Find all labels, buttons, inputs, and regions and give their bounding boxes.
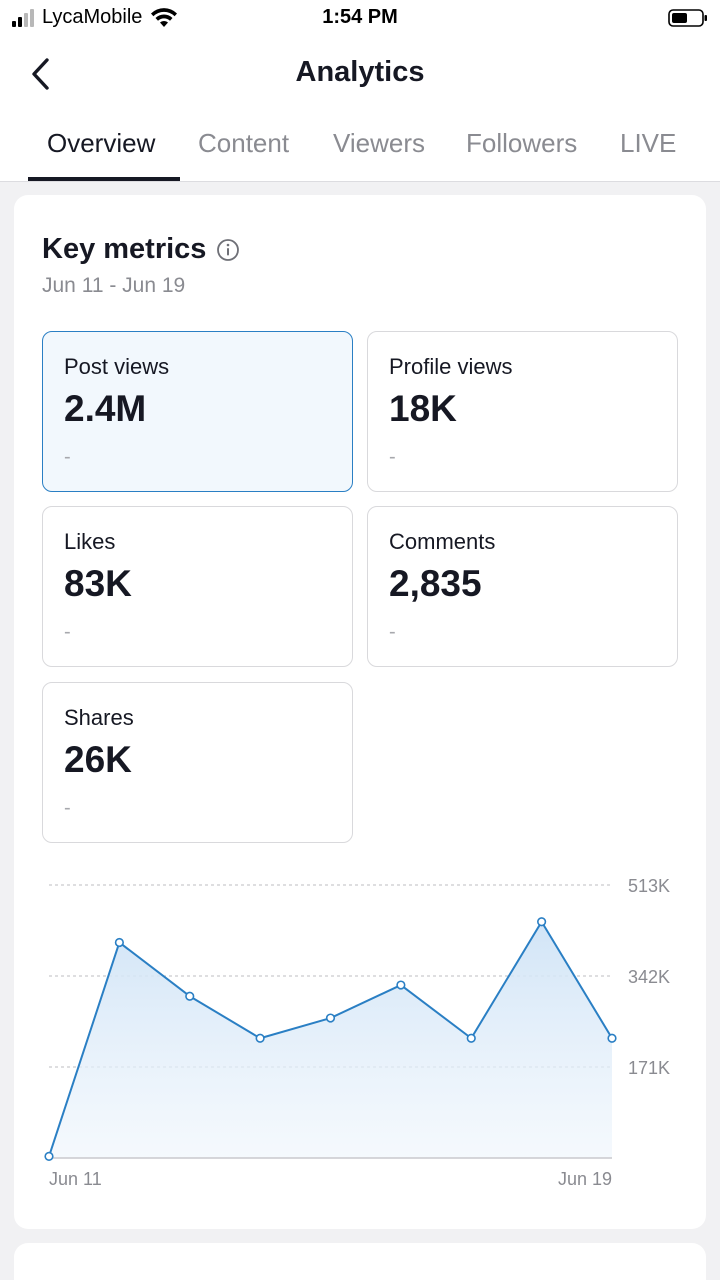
signal-icon: [12, 8, 34, 27]
data-point: [396, 980, 406, 990]
tab-followers[interactable]: Followers: [466, 128, 578, 158]
tab-content[interactable]: Content: [198, 128, 290, 158]
wifi-icon: [151, 7, 178, 27]
metric-value: 2.4M: [64, 388, 147, 429]
active-tab-indicator: [28, 177, 180, 181]
data-point: [44, 1151, 54, 1162]
back-button[interactable]: [20, 52, 60, 96]
carrier-name: LycaMobile: [42, 6, 143, 28]
tab-live[interactable]: LIVE: [620, 128, 677, 158]
data-point: [607, 1033, 617, 1043]
metric-value: 2,835: [389, 563, 482, 604]
y-tick-label: 342K: [628, 967, 670, 987]
metric-change: -: [64, 621, 71, 643]
data-point: [537, 917, 547, 927]
metric-change: -: [64, 446, 71, 468]
next-card: [14, 1243, 706, 1280]
metric-card-likes[interactable]: Likes 83K -: [42, 506, 353, 667]
metric-value: 83K: [64, 563, 132, 604]
clock: 1:54 PM: [322, 6, 398, 28]
chevron-left-icon: [32, 58, 49, 90]
data-point: [255, 1033, 265, 1043]
metric-change: -: [389, 621, 396, 643]
info-icon[interactable]: [216, 238, 240, 262]
metric-label: Profile views: [389, 354, 513, 379]
post-views-chart[interactable]: 171K 342K 513K Jun 11 Jun 19: [14, 855, 706, 1215]
data-point: [114, 937, 124, 948]
tab-viewers[interactable]: Viewers: [333, 128, 426, 158]
metric-label: Likes: [64, 529, 116, 554]
metric-card-profile-views[interactable]: Profile views 18K -: [367, 331, 678, 492]
metric-change: -: [389, 446, 396, 468]
metric-change: -: [64, 797, 71, 819]
metric-card-comments[interactable]: Comments 2,835 -: [367, 506, 678, 667]
battery-icon: [668, 9, 707, 27]
metric-value: 26K: [64, 739, 132, 780]
key-metrics-heading: Key metrics: [42, 233, 240, 266]
series-area: [49, 921, 612, 1158]
date-range: Jun 11 - Jun 19: [42, 274, 186, 297]
header: Analytics: [0, 36, 720, 112]
metric-label: Shares: [64, 705, 134, 730]
metric-value: 18K: [389, 388, 457, 429]
page-title: Analytics: [295, 56, 425, 88]
tab-overview[interactable]: Overview: [47, 128, 156, 158]
x-tick-label: Jun 19: [558, 1169, 612, 1189]
metric-label: Post views: [64, 354, 170, 379]
data-point: [185, 991, 195, 1001]
status-left: LycaMobile: [12, 6, 178, 29]
y-tick-label: 171K: [628, 1058, 670, 1078]
y-tick-label: 513K: [628, 876, 670, 896]
data-point: [466, 1033, 476, 1043]
x-tick-label: Jun 11: [49, 1169, 102, 1189]
key-metrics-title: Key metrics: [42, 233, 207, 265]
status-bar: LycaMobile 1:54 PM: [0, 0, 720, 36]
metric-card-shares[interactable]: Shares 26K -: [42, 682, 353, 843]
data-point: [325, 1013, 336, 1023]
metric-label: Comments: [389, 529, 496, 554]
metric-card-post-views[interactable]: Post views 2.4M -: [42, 331, 353, 492]
key-metrics-card: Key metrics Jun 11 - Jun 19 Post views 2…: [14, 195, 706, 1229]
tab-bar: Overview Content Viewers Followers LIVE: [0, 112, 720, 182]
